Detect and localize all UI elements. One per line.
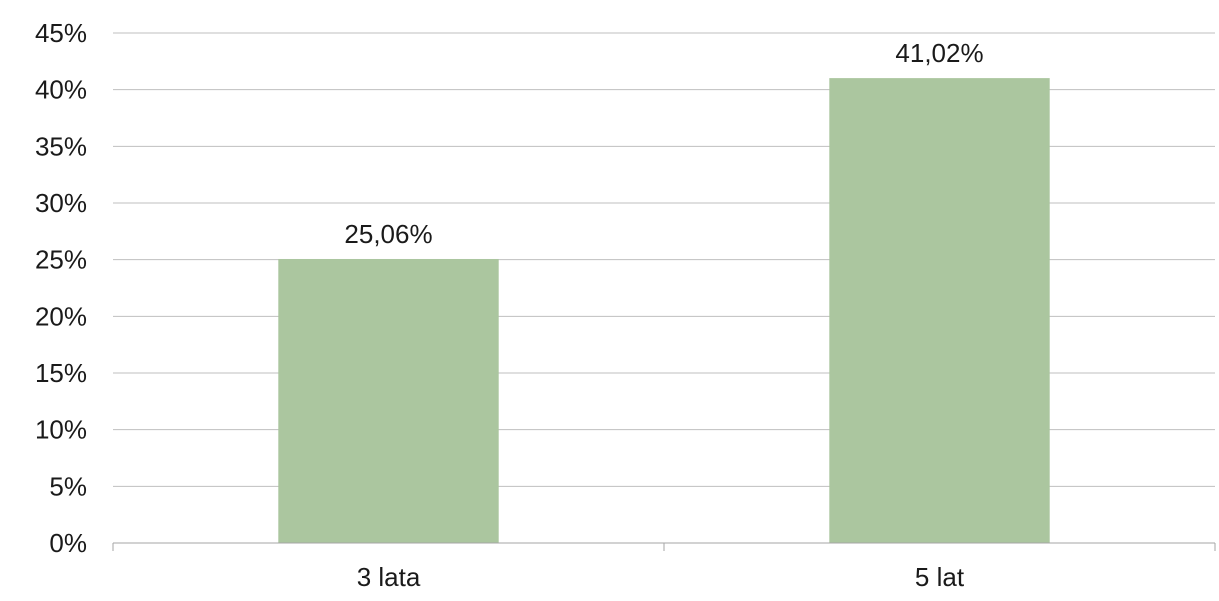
bars	[278, 78, 1050, 544]
axes	[112, 542, 1216, 551]
y-tick-labels: 0% 5% 10% 15% 20% 25% 30% 35% 40% 45%	[35, 18, 87, 558]
y-tick-label: 30%	[35, 188, 87, 218]
x-tick-label: 3 lata	[357, 562, 421, 592]
x-tick-labels: 3 lata 5 lat	[357, 562, 965, 592]
data-label: 41,02%	[895, 38, 983, 68]
bar	[829, 78, 1050, 544]
y-tick-label: 15%	[35, 358, 87, 388]
x-tick-label: 5 lat	[915, 562, 965, 592]
bar	[278, 258, 499, 543]
y-tick-label: 25%	[35, 245, 87, 275]
y-tick-label: 10%	[35, 415, 87, 445]
data-labels: 25,06% 41,02%	[344, 38, 983, 249]
data-label: 25,06%	[344, 219, 432, 249]
y-tick-label: 45%	[35, 18, 87, 48]
y-tick-label: 35%	[35, 131, 87, 161]
y-tick-label: 20%	[35, 301, 87, 331]
y-tick-label: 5%	[49, 471, 87, 501]
y-tick-label: 40%	[35, 75, 87, 105]
y-tick-label: 0%	[49, 528, 87, 558]
